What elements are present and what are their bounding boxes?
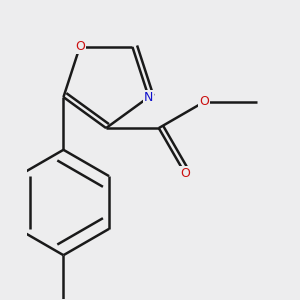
Text: N: N [144,91,153,103]
Text: O: O [180,167,190,180]
Text: O: O [200,95,209,108]
Text: O: O [75,40,85,53]
